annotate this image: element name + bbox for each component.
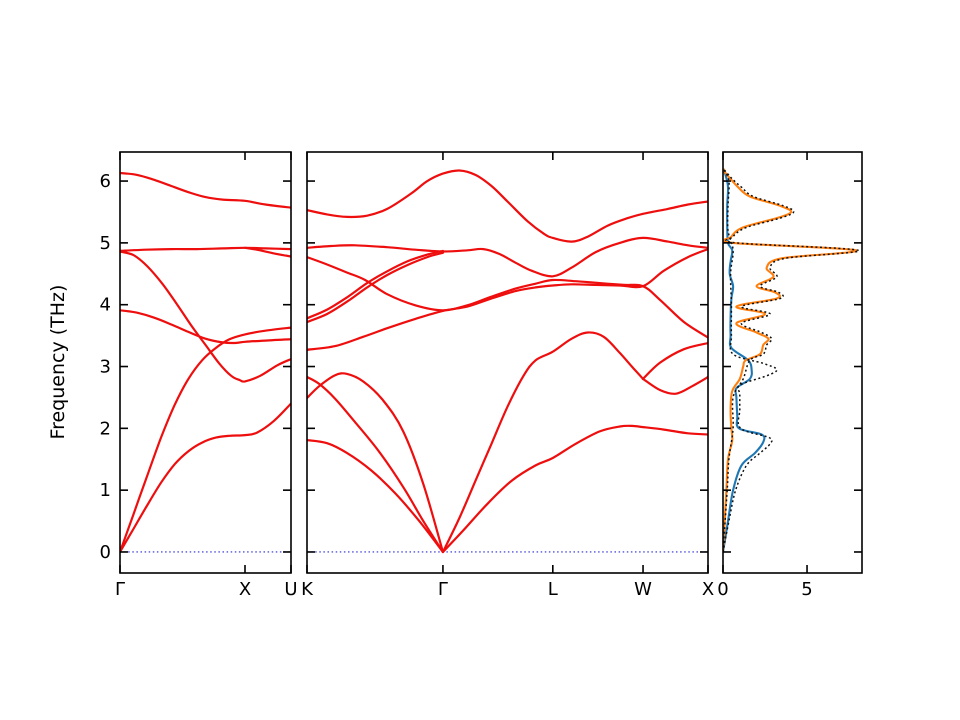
phonon-band-1-10 xyxy=(641,341,708,380)
x-tick-label-Γ: Γ xyxy=(115,579,125,600)
phonon-band-1-5 xyxy=(307,249,444,320)
band-middle-frame xyxy=(306,151,709,574)
y-tick-label-3: 3 xyxy=(100,357,111,378)
phonon-band-0-0 xyxy=(120,171,291,209)
dos-curves xyxy=(723,168,860,553)
phonon-band-1-4 xyxy=(307,251,444,324)
phonon-band-0-3 xyxy=(120,250,291,383)
x-tick-label-Γ: Γ xyxy=(438,579,448,600)
x-tick-label-X: X xyxy=(702,579,714,600)
panel-band-left: 0 1 2 3 4 5 6 Γ X U xyxy=(100,151,298,600)
phonon-band-1-9 xyxy=(441,331,645,554)
phonon-band-1-0 xyxy=(307,169,708,243)
pdos-atom2-dotted xyxy=(723,168,860,553)
phonon-band-1-11 xyxy=(641,375,708,395)
y-tick-label-2: 2 xyxy=(100,418,111,439)
pdos-atom2-solid xyxy=(723,168,858,553)
phonon-band-0-1 xyxy=(120,246,291,252)
phonon-band-0-2 xyxy=(243,246,291,258)
x-tick-label-X: X xyxy=(239,579,251,600)
phonon-band-1-1 xyxy=(307,236,708,278)
band-middle-curves xyxy=(307,169,708,554)
y-tick-label-1: 1 xyxy=(100,480,111,501)
x-tick-label-L: L xyxy=(548,579,558,600)
phonon-band-1-2 xyxy=(307,256,708,339)
band-left-curves xyxy=(120,171,291,554)
phonon-band-0-5 xyxy=(120,326,291,554)
y-tick-label-6: 6 xyxy=(100,171,111,192)
x-tick-label-W: W xyxy=(634,579,652,600)
y-tick-label-4: 4 xyxy=(100,295,111,316)
y-tick-label-0: 0 xyxy=(100,542,111,563)
phonon-band-1-8 xyxy=(307,439,444,554)
phonon-band-0-6 xyxy=(120,402,291,554)
x-tick-label-U: U xyxy=(284,579,297,600)
x-tick-label-5: 5 xyxy=(801,579,812,600)
pdos-atom1-solid xyxy=(723,168,766,553)
phonon-band-1-12 xyxy=(441,424,708,554)
x-tick-label-0: 0 xyxy=(717,579,728,600)
phonon-band-1-3 xyxy=(307,248,708,351)
x-tick-label-K: K xyxy=(301,579,314,600)
y-tick-label-5: 5 xyxy=(100,233,111,254)
phonon-band-1-7 xyxy=(307,372,444,554)
band-left-frame xyxy=(119,151,292,574)
phonon-band-0-4 xyxy=(120,309,291,345)
dos-frame xyxy=(722,151,863,574)
